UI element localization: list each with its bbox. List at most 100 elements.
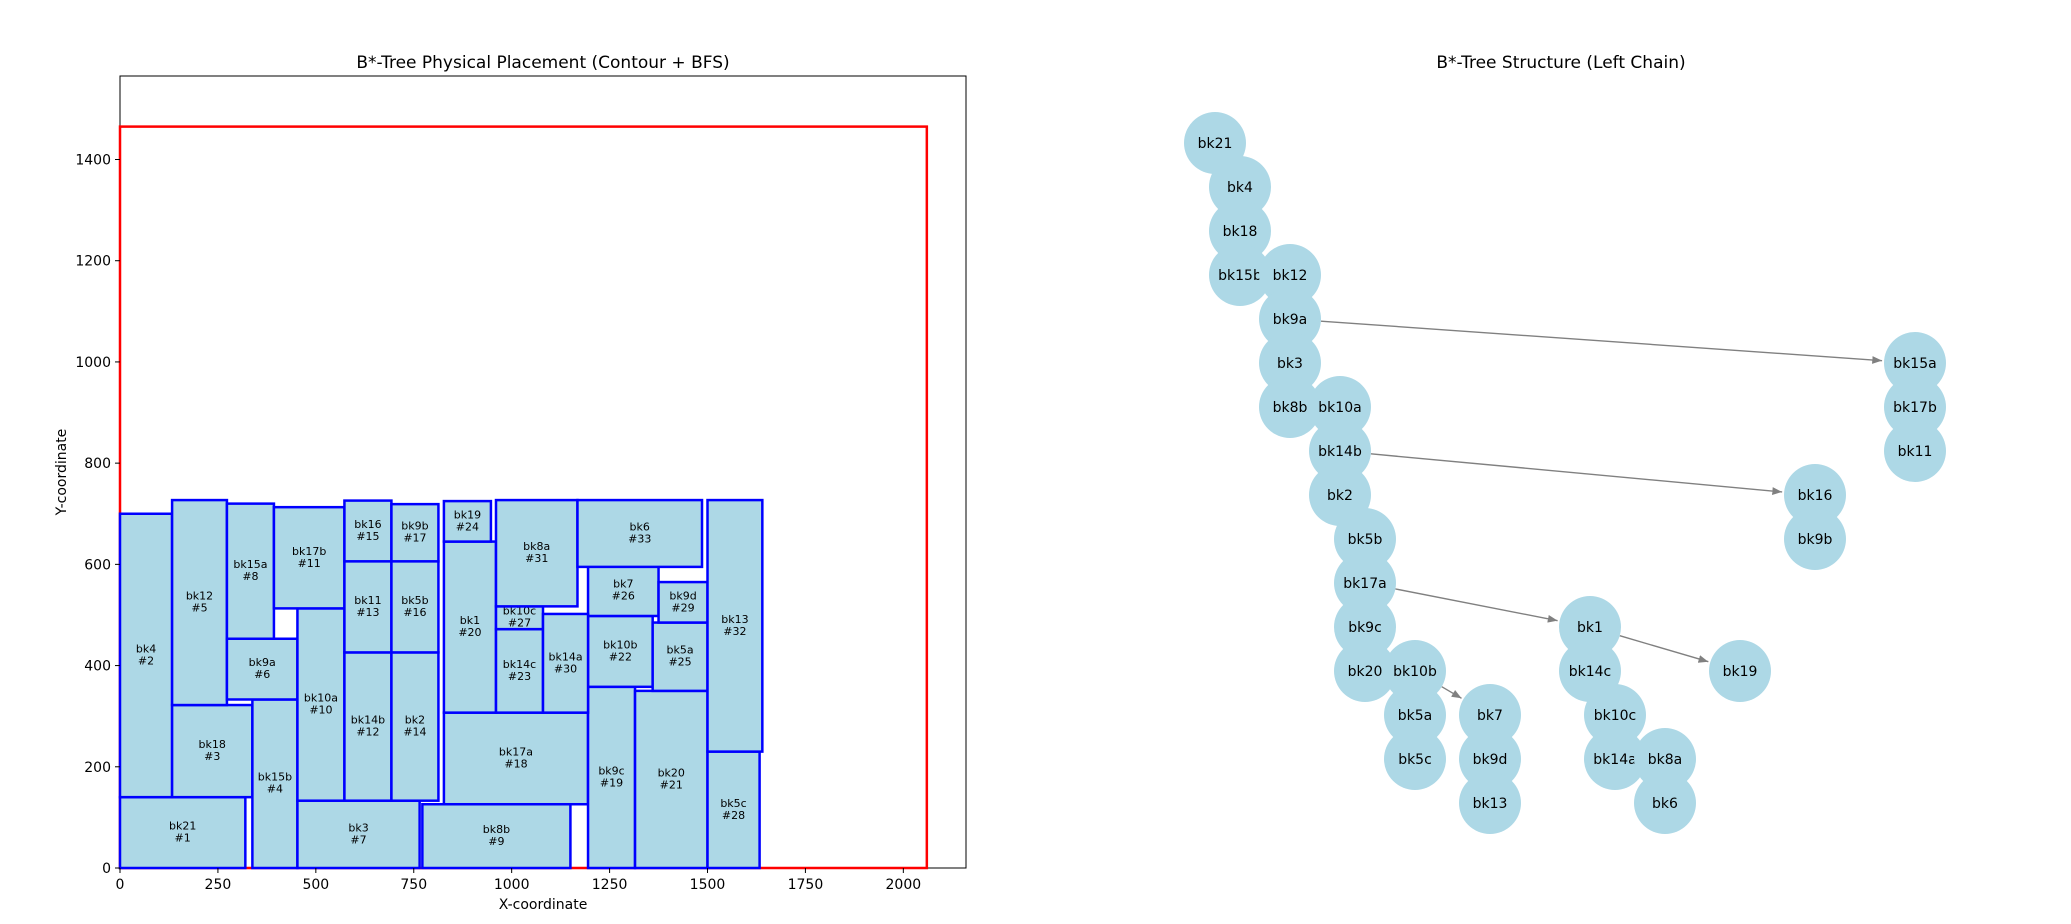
block-bk18: bk18#3 xyxy=(170,703,254,799)
block-rect xyxy=(343,499,393,563)
block-name-label: bk9a xyxy=(249,656,276,669)
tree-node-bk4: bk4 xyxy=(1209,156,1271,218)
node-circle xyxy=(1309,420,1371,482)
node-circle xyxy=(1309,376,1371,438)
node-circle xyxy=(1459,772,1521,834)
node-label: bk11 xyxy=(1898,444,1933,460)
edge-bk1-bk19 xyxy=(1619,635,1709,663)
block-index-label: #6 xyxy=(254,668,270,681)
block-bk5b: bk5b#16 xyxy=(390,560,440,654)
tree-node-bk15b: bk15b xyxy=(1209,244,1271,306)
node-label: bk14b xyxy=(1318,444,1362,460)
block-index-label: #4 xyxy=(267,783,283,796)
y-tick-label: 800 xyxy=(84,456,111,472)
placed-blocks: bk21#1bk4#2bk18#3bk15b#4bk12#5bk9a#6bk3#… xyxy=(118,498,764,870)
block-index-label: #19 xyxy=(600,776,623,789)
node-label: bk9b xyxy=(1798,532,1833,548)
node-circle xyxy=(1884,420,1946,482)
block-rect xyxy=(651,621,709,693)
block-name-label: bk10b xyxy=(603,638,637,651)
y-tick-label: 0 xyxy=(102,861,111,877)
x-tick-label: 750 xyxy=(400,877,427,893)
x-tick-label: 1500 xyxy=(690,877,726,893)
block-name-label: bk10a xyxy=(304,692,338,705)
block-name-label: bk13 xyxy=(721,613,748,626)
node-circle xyxy=(1584,728,1646,790)
tree-node-bk9a: bk9a xyxy=(1259,288,1321,350)
tree-node-bk10c: bk10c xyxy=(1584,684,1646,746)
tree-edges xyxy=(1320,320,1883,699)
block-rect xyxy=(442,499,493,543)
tree-node-bk5a: bk5a xyxy=(1384,684,1446,746)
block-name-label: bk17a xyxy=(499,745,533,758)
block-index-label: #3 xyxy=(204,750,220,763)
x-tick-label: 500 xyxy=(302,877,329,893)
node-label: bk15b xyxy=(1218,268,1262,284)
node-circle xyxy=(1784,508,1846,570)
block-bk20: bk20#21 xyxy=(633,689,709,870)
tree-structure-panel: B*-Tree Structure (Left Chain) bk21bk4bk… xyxy=(1184,53,1946,834)
x-tick-label: 0 xyxy=(116,877,125,893)
tree-structure-title: B*-Tree Structure (Left Chain) xyxy=(1436,53,1685,73)
block-rect xyxy=(586,614,654,689)
block-bk19: bk19#24 xyxy=(442,499,493,543)
tree-nodes: bk21 bk4 bk18 bk15b bk12 bk9a bk15a bk3 bk17b bk8… xyxy=(1184,112,1946,834)
block-name-label: bk9d xyxy=(669,589,696,602)
node-label: bk17a xyxy=(1343,576,1386,592)
block-name-label: bk16 xyxy=(354,518,381,531)
block-rect xyxy=(118,795,247,870)
tree-node-bk14a: bk14a xyxy=(1584,728,1646,790)
tree-node-bk8b: bk8b xyxy=(1259,376,1321,438)
node-circle xyxy=(1209,156,1271,218)
block-index-label: #31 xyxy=(525,552,548,565)
block-index-label: #18 xyxy=(504,757,527,770)
node-label: bk14a xyxy=(1593,752,1636,768)
block-rect xyxy=(296,799,421,870)
block-bk4: bk4#2 xyxy=(118,512,174,799)
tree-node-bk10a: bk10a xyxy=(1309,376,1371,438)
block-name-label: bk3 xyxy=(348,821,368,834)
tree-node-bk6: bk6 xyxy=(1634,772,1696,834)
node-label: bk18 xyxy=(1223,224,1258,240)
block-index-label: #32 xyxy=(723,625,746,638)
block-name-label: bk21 xyxy=(169,820,196,833)
block-name-label: bk7 xyxy=(613,578,633,591)
tree-node-bk3: bk3 xyxy=(1259,332,1321,394)
block-index-label: #17 xyxy=(403,532,426,545)
tree-node-bk1: bk1 xyxy=(1559,596,1621,658)
block-name-label: bk14b xyxy=(351,714,385,727)
block-index-label: #27 xyxy=(508,617,531,630)
node-circle xyxy=(1884,332,1946,394)
node-label: bk8a xyxy=(1648,752,1682,768)
block-index-label: #10 xyxy=(309,704,332,717)
node-label: bk19 xyxy=(1723,664,1758,680)
block-bk9c: bk9c#19 xyxy=(586,685,637,870)
block-bk9b: bk9b#17 xyxy=(390,502,440,563)
node-label: bk9a xyxy=(1273,312,1307,328)
block-name-label: bk6 xyxy=(630,520,650,533)
node-label: bk6 xyxy=(1652,796,1678,812)
node-label: bk10a xyxy=(1318,400,1361,416)
node-label: bk5a xyxy=(1398,708,1432,724)
placement-title: B*-Tree Physical Placement (Contour + BF… xyxy=(356,53,729,73)
node-label: bk13 xyxy=(1473,796,1508,812)
block-index-label: #15 xyxy=(356,530,379,543)
block-bk5c: bk5c#28 xyxy=(706,750,761,870)
block-name-label: bk1 xyxy=(460,614,480,627)
block-index-label: #1 xyxy=(175,832,191,845)
tree-node-bk18: bk18 xyxy=(1209,200,1271,262)
y-tick-label: 200 xyxy=(84,760,111,776)
tree-node-bk17a: bk17a xyxy=(1334,552,1396,614)
x-tick-label: 1750 xyxy=(788,877,824,893)
tree-node-bk13: bk13 xyxy=(1459,772,1521,834)
block-bk12: bk12#5 xyxy=(170,498,229,707)
block-rect xyxy=(296,607,346,802)
node-label: bk20 xyxy=(1348,664,1383,680)
block-bk10c: bk10c#27 xyxy=(494,605,545,631)
block-rect xyxy=(633,689,709,870)
node-circle xyxy=(1584,684,1646,746)
block-name-label: bk12 xyxy=(186,590,213,603)
node-circle xyxy=(1384,728,1446,790)
node-circle xyxy=(1459,728,1521,790)
y-axis-label: Y-coordinate xyxy=(54,429,70,517)
